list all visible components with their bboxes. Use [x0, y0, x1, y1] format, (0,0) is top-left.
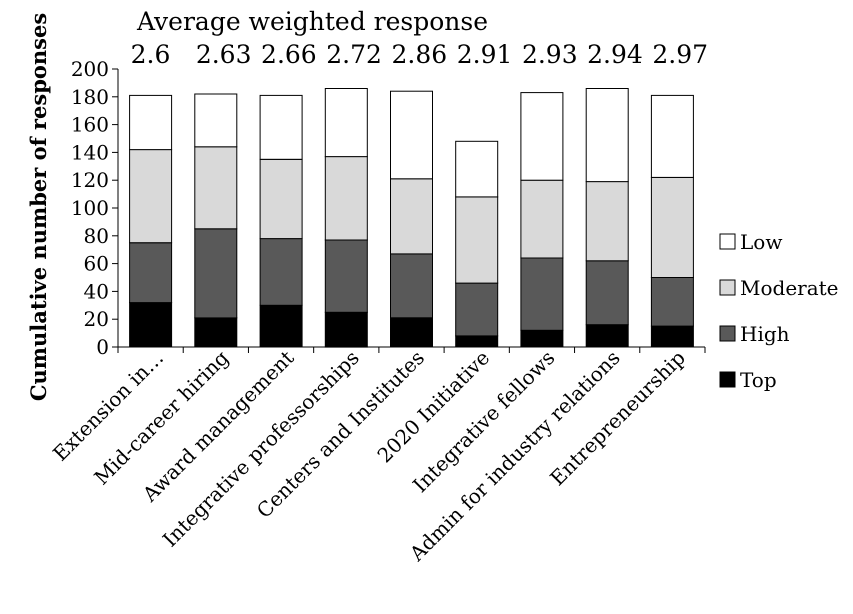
plot-area: 0 20 40 60 80 100 120 140 160 180 200 Extension in…… [48, 40, 708, 566]
chart-title: Average weighted response [136, 7, 488, 36]
bar-segment-top [324, 311, 368, 348]
bar-segment-high [585, 260, 629, 326]
bar-segment-moderate [650, 176, 694, 278]
bar-segment-moderate [129, 149, 173, 244]
legend-swatch-high [719, 325, 736, 342]
bar-segment-moderate [585, 181, 629, 262]
y-tick-label: 200 [71, 57, 109, 81]
bar-segment-top [585, 324, 629, 348]
bar-segment-low [324, 88, 368, 158]
legend-swatch-moderate [719, 279, 736, 296]
legend-label-high: High [740, 322, 790, 346]
bar-segment-top [390, 317, 433, 348]
y-tick-label: 100 [71, 196, 109, 220]
y-tick-label: 20 [84, 307, 109, 331]
y-axis-label: Cumulative number of responses [26, 13, 51, 401]
y-tick-label: 60 [84, 252, 109, 276]
bar-segment-high [129, 242, 173, 304]
legend: Low Moderate High Top [719, 230, 839, 392]
bar-segment-high [390, 253, 433, 319]
bar-segment-high [650, 277, 694, 327]
bar-segment-high [455, 282, 499, 337]
bar-segment-low [259, 94, 303, 160]
bar-segment-low [129, 94, 173, 151]
bar-segment-moderate [324, 156, 368, 241]
average-weighted-response-value: 2.91 [457, 40, 513, 69]
y-tick-label: 180 [71, 85, 109, 109]
y-tick-label: 80 [84, 224, 109, 248]
bar-segment-low [455, 140, 499, 198]
x-category-label: 2020 Initiative [372, 346, 494, 468]
x-category-label: Extension in… [48, 346, 168, 466]
bar-segment-top [259, 304, 303, 348]
bar-segment-high [324, 239, 368, 313]
average-weighted-response-value: 2.72 [326, 40, 382, 69]
y-tick-label: 140 [71, 140, 109, 164]
bar-segment-moderate [259, 158, 303, 240]
bar-segment-top [194, 317, 238, 348]
average-weighted-response-value: 2.6 [131, 40, 171, 69]
average-weighted-response-value: 2.63 [196, 40, 252, 69]
bar-segment-moderate [194, 146, 238, 230]
bar-segment-low [585, 88, 629, 183]
bar-segment-high [520, 257, 564, 331]
average-weighted-response-value: 2.86 [392, 40, 448, 69]
bar-segment-moderate [520, 179, 564, 259]
legend-label-top: Top [740, 368, 777, 392]
legend-label-low: Low [740, 230, 782, 254]
bar-segment-high [259, 238, 303, 306]
average-weighted-response-value: 2.66 [261, 40, 317, 69]
bar-segment-moderate [455, 196, 499, 284]
legend-swatch-low [719, 233, 736, 250]
y-tick-label: 160 [71, 113, 109, 137]
bar-segment-low [650, 94, 694, 178]
bar-segment-top [520, 329, 564, 348]
legend-label-moderate: Moderate [740, 276, 839, 300]
bar-segment-high [194, 228, 238, 319]
y-tick-label: 120 [71, 168, 109, 192]
average-weighted-response-value: 2.94 [587, 40, 643, 69]
bar-segment-moderate [390, 178, 433, 255]
legend-swatch-top [719, 371, 736, 388]
bar-segment-low [194, 93, 238, 148]
y-tick-label: 0 [96, 335, 109, 359]
bar-segment-low [390, 90, 433, 180]
bar-segment-top [650, 325, 694, 348]
average-weighted-response-value: 2.93 [522, 40, 578, 69]
average-weighted-response-value: 2.97 [652, 40, 708, 69]
y-tick-label: 40 [84, 279, 109, 303]
bar-segment-top [129, 302, 173, 348]
bar-segment-low [520, 92, 564, 181]
